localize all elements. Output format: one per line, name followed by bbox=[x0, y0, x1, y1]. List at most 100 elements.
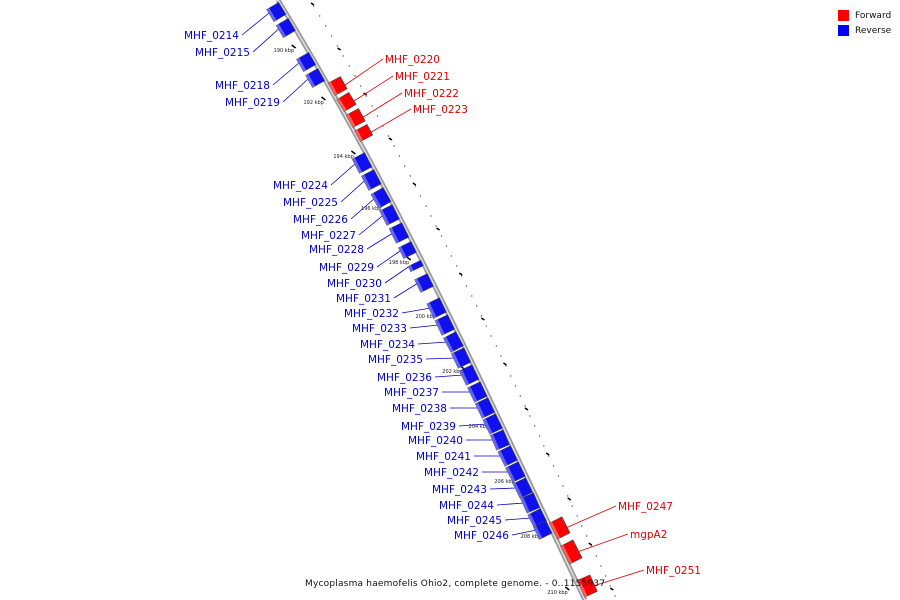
gene-shine bbox=[276, 24, 286, 38]
gene-label[interactable]: MHF_0238 bbox=[392, 403, 447, 415]
minor-tick-dot bbox=[460, 275, 463, 277]
gene-label[interactable]: MHF_0235 bbox=[368, 354, 423, 366]
gene-glyph[interactable] bbox=[327, 76, 348, 96]
gene-glyph[interactable] bbox=[351, 152, 373, 174]
gene-glyph[interactable] bbox=[361, 169, 382, 191]
gene-glyph[interactable] bbox=[388, 222, 410, 244]
gene-glyph[interactable] bbox=[505, 461, 526, 483]
gene-glyph[interactable] bbox=[398, 241, 417, 259]
gene-glyph[interactable] bbox=[489, 429, 510, 451]
minor-tick-dot bbox=[562, 485, 564, 487]
gene-glyph[interactable] bbox=[560, 539, 583, 565]
gene-glyph[interactable] bbox=[407, 259, 424, 273]
minor-tick-dot bbox=[595, 555, 598, 557]
gene-block bbox=[345, 108, 366, 128]
gene-glyph[interactable] bbox=[345, 108, 366, 128]
major-tick-mark bbox=[436, 227, 440, 231]
gene-label[interactable]: MHF_0242 bbox=[424, 467, 479, 479]
tick-layer: 190 kbp 192 kbp 194 kbp 196 kbp 198 kbp 200 k… bbox=[274, 44, 570, 596]
gene-block bbox=[467, 381, 488, 403]
gene-label[interactable]: MHF_0231 bbox=[336, 293, 391, 305]
gene-label[interactable]: MHF_0232 bbox=[344, 308, 399, 320]
minor-tick-dot bbox=[398, 155, 401, 157]
gene-label[interactable]: MHF_0230 bbox=[327, 278, 382, 290]
gene-label[interactable]: MHF_0215 bbox=[195, 47, 250, 59]
gene-label[interactable]: MHF_0218 bbox=[215, 80, 270, 92]
gene-glyph[interactable] bbox=[336, 91, 357, 113]
gene-label[interactable]: MHF_0224 bbox=[273, 180, 328, 192]
gene-glyph[interactable] bbox=[354, 124, 374, 142]
gene-label[interactable]: MHF_0219 bbox=[225, 97, 280, 109]
gene-label[interactable]: MHF_0244 bbox=[439, 500, 494, 512]
gene-label[interactable]: MHF_0237 bbox=[384, 387, 439, 399]
gene-block bbox=[266, 1, 287, 23]
gene-glyph[interactable] bbox=[459, 364, 480, 386]
gene-glyph[interactable] bbox=[370, 187, 392, 209]
gene-glyph[interactable] bbox=[474, 397, 496, 419]
gene-label[interactable]: MHF_0245 bbox=[447, 515, 502, 527]
gene-label[interactable]: mgpA2 bbox=[630, 529, 667, 541]
gene-label[interactable]: MHF_0247 bbox=[618, 501, 673, 513]
gene-shine bbox=[352, 157, 363, 174]
gene-label[interactable]: MHF_0220 bbox=[385, 54, 440, 66]
gene-label[interactable]: MHF_0236 bbox=[377, 372, 432, 384]
gene-leader-line bbox=[409, 324, 439, 329]
gene-glyph[interactable] bbox=[275, 18, 296, 38]
gene-label[interactable]: MHF_0246 bbox=[454, 530, 509, 542]
gene-glyph[interactable] bbox=[467, 381, 488, 403]
gene-glyph[interactable] bbox=[548, 516, 571, 540]
major-tick-mark bbox=[337, 47, 342, 51]
scale-tick bbox=[406, 256, 412, 261]
gene-leader-line bbox=[384, 265, 410, 284]
reverse-swatch bbox=[838, 25, 849, 36]
gene-label[interactable]: MHF_0228 bbox=[309, 244, 364, 256]
minor-tick-dot bbox=[409, 175, 411, 177]
gene-label[interactable]: MHF_0243 bbox=[432, 484, 487, 496]
gene-label[interactable]: MHF_0221 bbox=[395, 71, 450, 83]
gene-label[interactable]: MHF_0225 bbox=[283, 197, 338, 209]
gene-glyph[interactable] bbox=[532, 520, 553, 540]
gene-label[interactable]: MHF_0214 bbox=[184, 30, 239, 42]
gene-glyph[interactable] bbox=[379, 204, 400, 226]
gene-glyph[interactable] bbox=[426, 297, 447, 319]
gene-label[interactable]: MHF_0239 bbox=[401, 421, 456, 433]
gene-glyph[interactable] bbox=[266, 1, 287, 23]
gene-glyph[interactable] bbox=[434, 314, 455, 336]
minor-tick-dot bbox=[450, 255, 453, 257]
minor-tick-dot bbox=[514, 385, 517, 387]
minor-tick-dot bbox=[465, 285, 468, 287]
gene-glyph[interactable] bbox=[576, 574, 598, 598]
major-tick-mark bbox=[567, 497, 572, 501]
gene-label[interactable]: MHF_0229 bbox=[319, 262, 374, 274]
gene-label[interactable]: MHF_0233 bbox=[352, 323, 407, 335]
gene-glyph[interactable] bbox=[482, 413, 503, 435]
gene-glyph[interactable] bbox=[296, 52, 317, 72]
gene-label[interactable]: MHF_0240 bbox=[408, 435, 463, 447]
gene-label[interactable]: MHF_0251 bbox=[646, 565, 701, 577]
gene-label[interactable]: MHF_0222 bbox=[404, 88, 459, 100]
gene-shine bbox=[408, 265, 414, 272]
gene-glyph[interactable] bbox=[520, 492, 541, 514]
minor-tick-dots bbox=[310, 2, 616, 597]
gene-leader-line bbox=[340, 179, 366, 203]
gene-label[interactable]: MHF_0223 bbox=[413, 104, 468, 116]
gene-label[interactable]: MHF_0226 bbox=[293, 214, 348, 226]
gene-label[interactable]: MHF_0234 bbox=[360, 339, 415, 351]
gene-glyph[interactable] bbox=[450, 347, 472, 369]
scale-tick-label: 206 kbp bbox=[494, 479, 514, 485]
minor-tick-dot bbox=[371, 105, 373, 107]
minor-tick-dot bbox=[365, 95, 367, 97]
gene-label[interactable]: MHF_0227 bbox=[301, 230, 356, 242]
gene-leader-line bbox=[282, 77, 310, 103]
gene-glyph[interactable] bbox=[414, 273, 434, 293]
gene-shine bbox=[266, 8, 277, 22]
gene-shine bbox=[414, 278, 424, 293]
gene-glyph[interactable] bbox=[305, 68, 326, 88]
gene-block bbox=[296, 52, 317, 72]
gene-label[interactable]: MHF_0241 bbox=[416, 451, 471, 463]
gene-glyph[interactable] bbox=[512, 477, 534, 499]
gene-glyph[interactable] bbox=[443, 331, 464, 353]
gene-glyph[interactable] bbox=[497, 445, 518, 467]
minor-tick-dot bbox=[500, 355, 502, 357]
